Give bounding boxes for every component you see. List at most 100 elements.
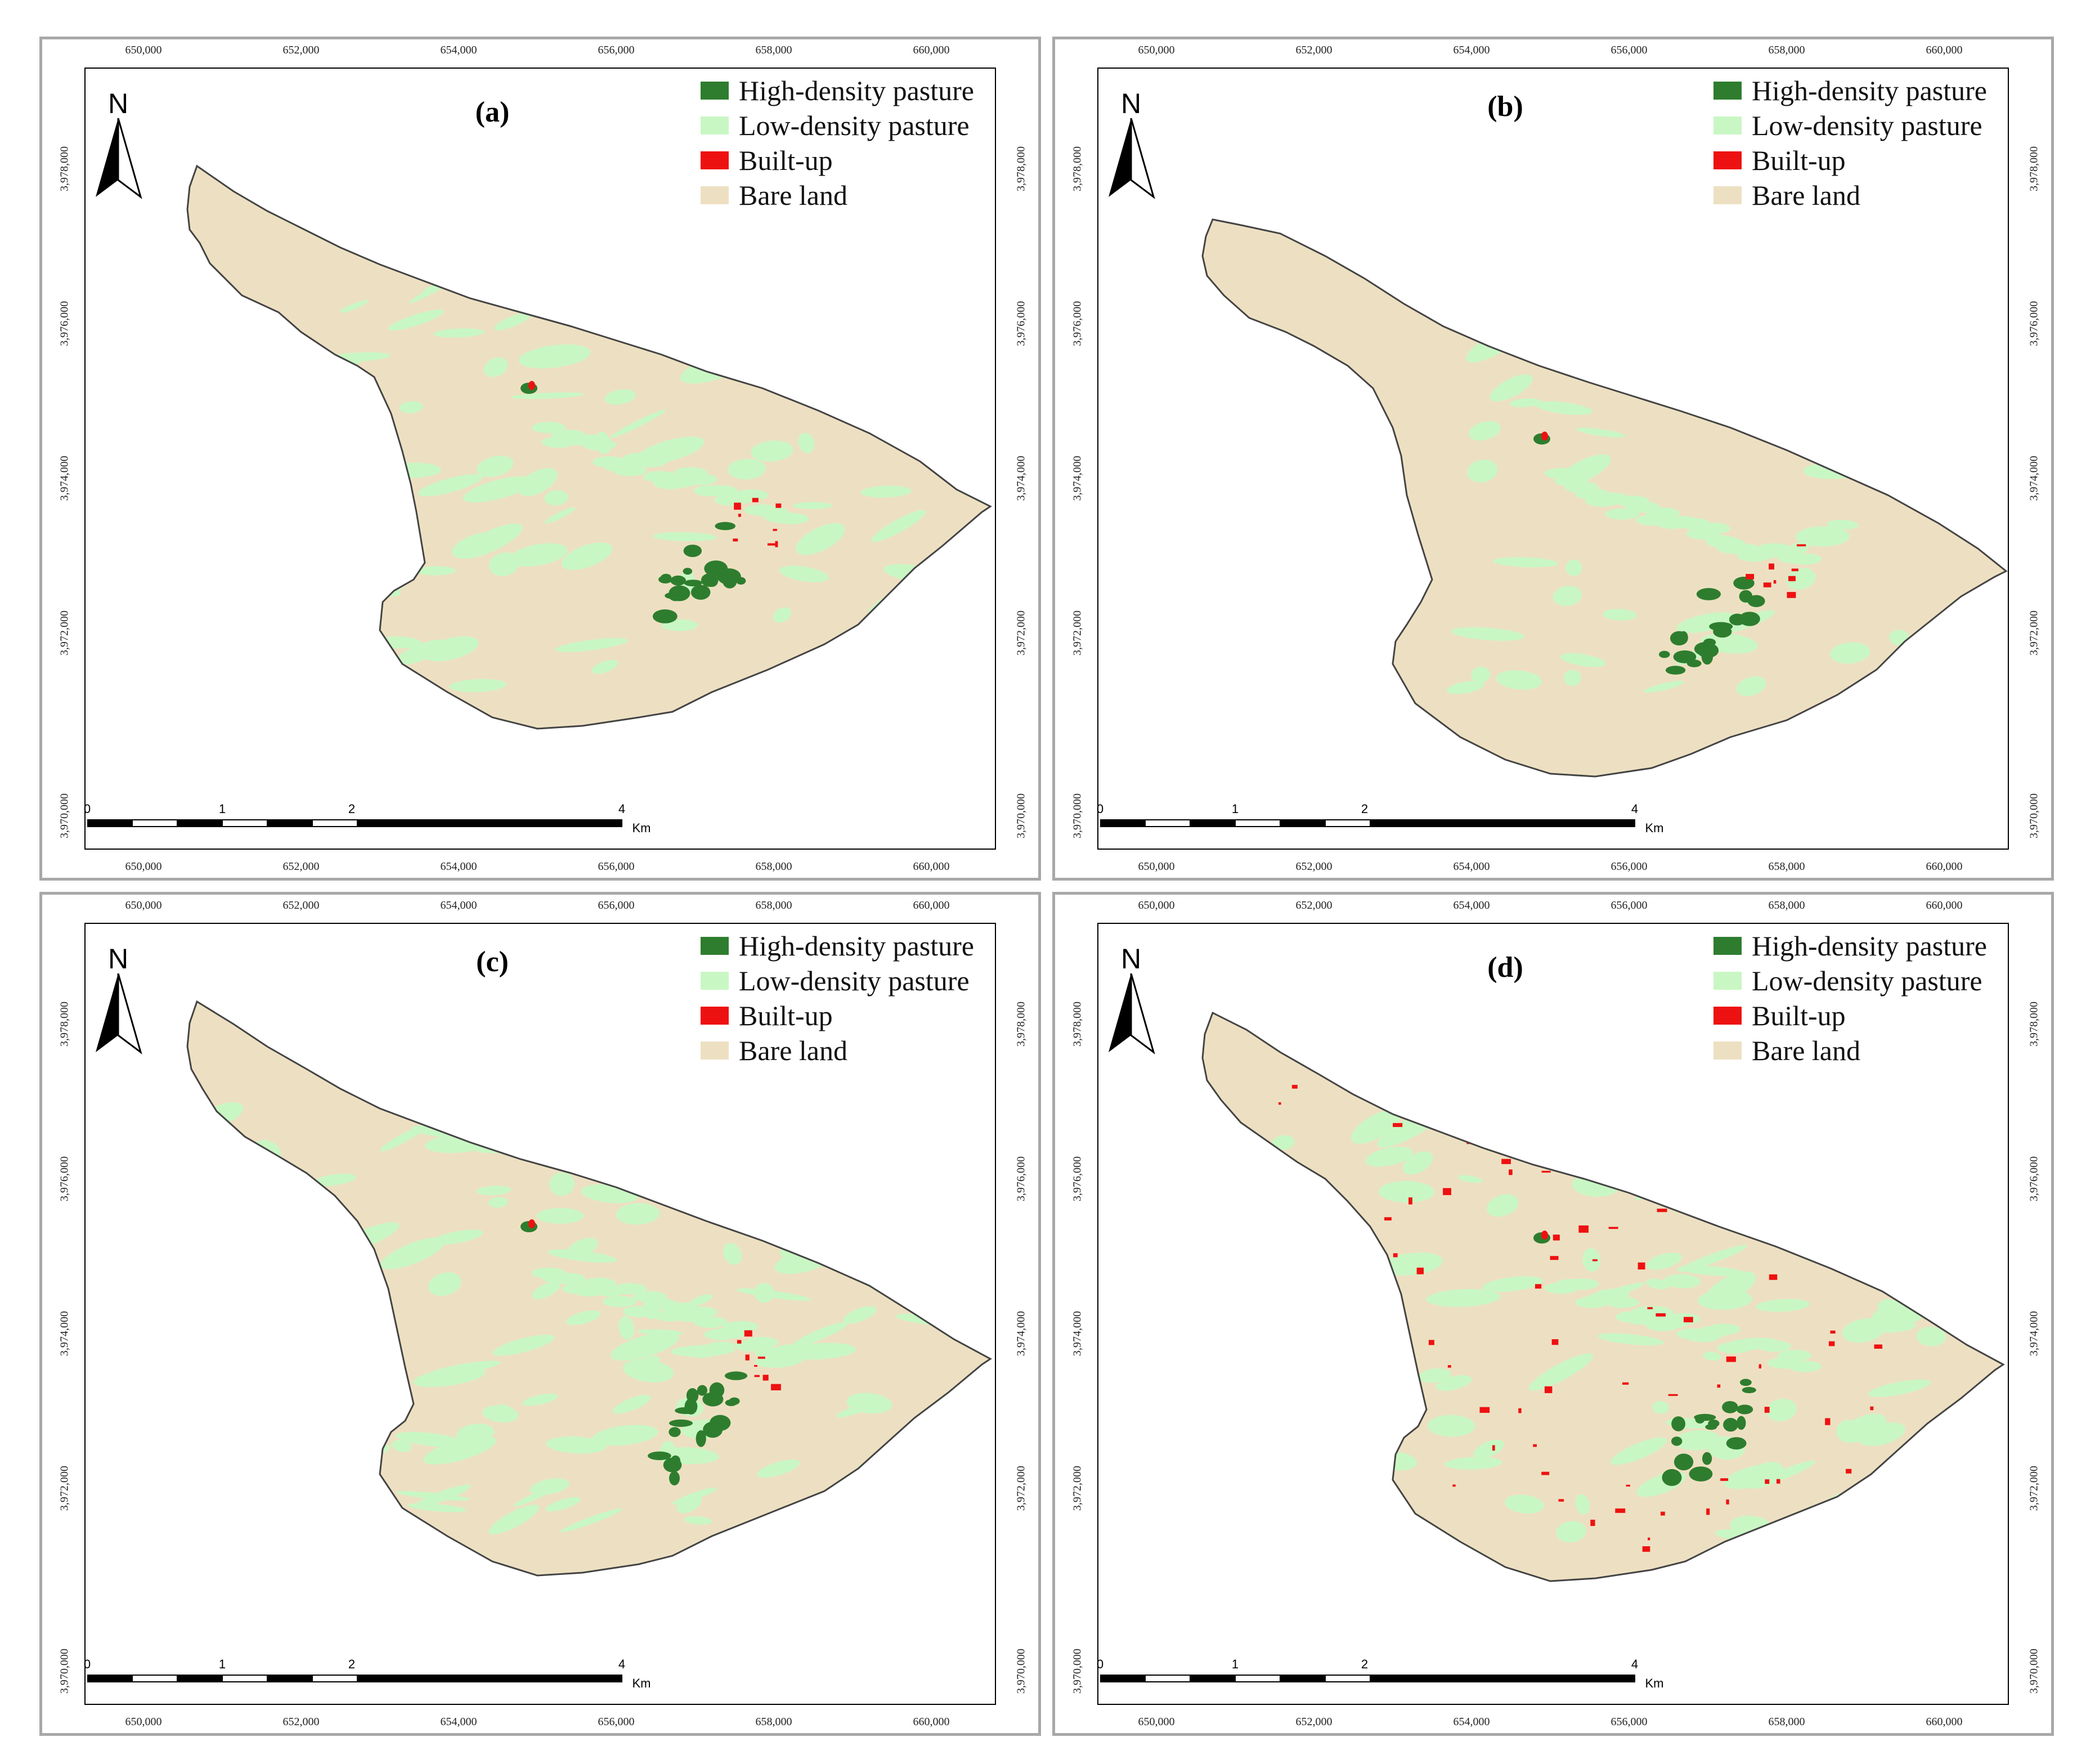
low-density-pasture-patch <box>324 562 365 573</box>
built-up-patch <box>1344 1391 1352 1397</box>
low-density-pasture-patch <box>513 1487 556 1507</box>
built-up-patch <box>1578 1225 1589 1233</box>
legend-item: High-density pasture <box>701 73 974 108</box>
legend-item: Bare land <box>701 178 974 213</box>
low-density-pasture-patch <box>612 1395 651 1414</box>
low-density-pasture-patch <box>1744 1462 1783 1489</box>
low-density-pasture-patch <box>291 422 334 445</box>
low-density-pasture-patch <box>488 1197 508 1208</box>
scale-bar-graphic <box>87 1675 622 1682</box>
high-density-pasture-patch <box>1662 1469 1682 1486</box>
low-density-pasture-patch <box>773 607 792 623</box>
low-density-pasture-patch <box>1428 1415 1475 1437</box>
low-density-pasture-patch <box>744 1336 778 1348</box>
map-legend: High-density pasture Low-density pasture B… <box>701 73 974 213</box>
built-up-patch <box>1764 1407 1770 1413</box>
low-density-pasture-patch <box>287 1416 306 1431</box>
built-up-patch <box>1865 1157 1874 1161</box>
high-density-pasture-patch <box>1671 1416 1686 1431</box>
built-up-patch <box>752 497 759 502</box>
low-density-pasture-patch <box>867 1189 904 1212</box>
scale-unit: Km <box>632 1676 651 1690</box>
low-density-pasture-patch <box>789 1518 809 1533</box>
low-density-pasture-patch <box>902 339 944 364</box>
low-density-pasture-patch <box>217 1161 241 1174</box>
map-frame <box>1097 923 2009 1705</box>
low-density-pasture-patch <box>1468 421 1501 441</box>
scale-label: 0 <box>83 802 91 816</box>
low-density-pasture-patch <box>483 357 508 378</box>
legend-swatch <box>1713 972 1742 990</box>
built-up-patch <box>1384 1217 1392 1221</box>
low-density-pasture-patch <box>249 388 265 401</box>
built-up-patch <box>771 1384 781 1390</box>
x-tick-label: 656,000 <box>598 899 635 912</box>
x-tick-label: 652,000 <box>1295 1716 1333 1728</box>
low-density-pasture-patch <box>775 1344 809 1356</box>
north-label: N <box>1120 88 1142 119</box>
built-up-patch <box>1544 1386 1553 1393</box>
scale-bar-graphic <box>1100 819 1635 827</box>
low-density-pasture-patch <box>1755 1299 1810 1312</box>
built-up-patch <box>1668 1394 1678 1396</box>
built-up-patch <box>1823 1507 1833 1512</box>
built-up-patch <box>773 528 777 531</box>
scale-label: 1 <box>218 802 226 816</box>
high-density-pasture-patch <box>724 1371 748 1380</box>
low-density-pasture-patch <box>204 518 237 529</box>
legend-item: Bare land <box>1713 178 1987 213</box>
x-tick-label: 650,000 <box>125 899 162 912</box>
built-up-patch <box>757 1357 765 1359</box>
built-up-patch <box>1763 582 1771 587</box>
low-density-pasture-patch <box>1325 1402 1347 1416</box>
high-density-pasture-patch <box>684 580 702 587</box>
low-density-pasture-patch <box>734 489 768 501</box>
low-density-pasture-patch <box>1710 338 1744 358</box>
low-density-pasture-patch <box>464 288 488 295</box>
high-density-pasture-patch <box>725 1399 737 1406</box>
low-density-pasture-patch <box>1705 1271 1756 1305</box>
legend-swatch <box>1713 1042 1742 1060</box>
legend-swatch <box>701 1042 729 1060</box>
built-up-patch <box>1284 1172 1292 1179</box>
low-density-pasture-patch <box>1878 1299 1901 1315</box>
low-density-pasture-patch <box>582 439 616 451</box>
high-density-pasture-patch <box>683 544 702 558</box>
low-density-pasture-patch <box>1246 1229 1261 1253</box>
legend-item: Low-density pasture <box>1713 108 1987 143</box>
built-up-patch <box>1746 574 1755 580</box>
low-density-pasture-patch <box>1646 1253 1682 1270</box>
low-density-pasture-patch <box>1402 1151 1433 1175</box>
built-up-patch <box>1291 1085 1298 1089</box>
map-frame <box>1097 68 2009 850</box>
x-tick-label: 660,000 <box>913 899 950 912</box>
low-density-pasture-patch <box>724 1321 758 1332</box>
low-density-pasture-patch <box>1471 666 1491 683</box>
low-density-pasture-patch <box>1747 392 1769 401</box>
built-up-patch <box>1683 1317 1693 1323</box>
low-density-pasture-patch <box>509 543 568 567</box>
low-density-pasture-patch <box>449 679 506 693</box>
legend-item: Bare land <box>701 1033 974 1068</box>
low-density-pasture-patch <box>1836 1179 1899 1190</box>
low-density-pasture-patch <box>216 1433 239 1452</box>
scale-bar: 0 1 2 4 Km <box>84 1657 656 1696</box>
low-density-pasture-patch <box>819 1503 888 1524</box>
low-density-pasture-patch <box>775 1112 831 1129</box>
high-density-pasture-patch <box>696 1430 706 1447</box>
built-up-patch <box>1846 1469 1852 1474</box>
low-density-pasture-patch <box>723 1242 742 1265</box>
low-density-pasture-patch <box>1736 676 1766 697</box>
low-density-pasture-patch <box>684 473 717 485</box>
legend-item: Low-density pasture <box>1713 963 1987 998</box>
low-density-pasture-patch <box>1272 1135 1295 1150</box>
low-density-pasture-patch <box>518 344 591 369</box>
built-up-patch <box>1533 1444 1537 1447</box>
low-density-pasture-patch <box>488 1505 540 1534</box>
low-density-pasture-patch <box>1916 1326 1946 1346</box>
low-density-pasture-patch <box>1719 1117 1779 1143</box>
low-density-pasture-patch <box>1556 1521 1587 1543</box>
legend-label: Low-density pasture <box>739 965 970 997</box>
low-density-pasture-patch <box>1836 1420 1860 1443</box>
low-density-pasture-patch <box>751 440 793 462</box>
